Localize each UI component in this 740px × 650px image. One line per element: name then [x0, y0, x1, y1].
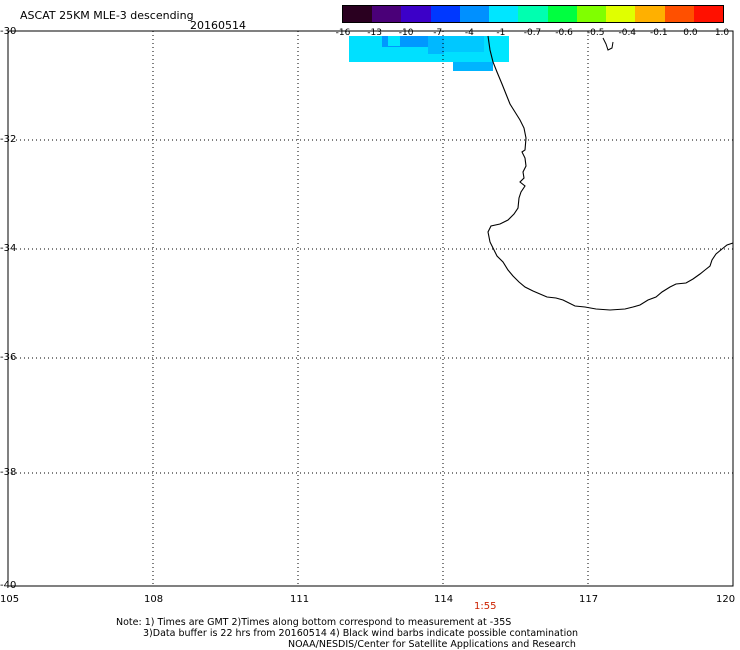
swath-cell	[444, 36, 484, 52]
colorbar-label: -13	[367, 28, 382, 38]
plot-frame	[7, 30, 734, 587]
colorbar-segment	[518, 6, 548, 22]
graticule	[8, 31, 733, 586]
lon-label: 111	[290, 594, 310, 605]
colorbar-segment	[372, 6, 402, 22]
colorbar-segment	[635, 6, 665, 22]
lat-label: -38	[0, 467, 17, 478]
note-line-2: 3)Data buffer is 22 hrs from 20160514 4)…	[143, 628, 579, 639]
lon-label: 114	[434, 594, 454, 605]
colorbar-segment	[430, 6, 460, 22]
colorbar-label: -0.1	[650, 28, 668, 38]
swath-cell	[490, 36, 509, 62]
swath-cell	[388, 36, 400, 46]
note-line-3: NOAA/NESDIS/Center for Satellite Applica…	[288, 639, 576, 650]
lat-label: -30	[0, 26, 17, 37]
coastline-islet	[602, 37, 614, 51]
colorbar-label: -16	[335, 28, 351, 38]
colorbar-label: -4	[464, 28, 474, 38]
colorbar-segment	[547, 6, 577, 22]
colorbar-segment	[606, 6, 636, 22]
colorbar-label: -0.4	[618, 28, 637, 38]
swath-cell	[453, 62, 493, 71]
colorbar-segment	[459, 6, 490, 22]
lon-label: 108	[144, 594, 164, 605]
colorbar-label: -0.5	[586, 28, 605, 38]
swath-cell	[428, 36, 444, 54]
lon-label: 117	[579, 594, 599, 605]
colorbar-label: -1	[496, 28, 506, 38]
colorbar-label: -10	[398, 28, 414, 38]
colorbar-segment	[489, 6, 519, 22]
colorbar-segment	[401, 6, 431, 22]
colorbar-segment	[576, 6, 607, 22]
product-date: 20160514	[190, 19, 246, 32]
coastline	[487, 35, 734, 311]
swath-data	[349, 36, 509, 71]
colorbar-label: 1.0	[714, 28, 730, 38]
lat-label: -34	[0, 243, 17, 254]
lat-label: -36	[0, 352, 17, 363]
colorbar-label: -0.6	[555, 28, 573, 38]
lat-label: -40	[0, 580, 17, 591]
lon-label: 105	[0, 594, 20, 605]
note-line-1: Note: 1) Times are GMT 2)Times along bot…	[116, 617, 512, 628]
colorbar-segment	[664, 6, 694, 22]
swath-cell	[382, 36, 428, 47]
colorbar-segment	[693, 6, 724, 22]
colorbar-label: -7	[433, 28, 443, 38]
colorbar-label: -0.7	[523, 28, 542, 38]
time-marker: 1:55	[474, 601, 497, 612]
lat-label: -32	[0, 134, 17, 145]
lon-label: 120	[716, 594, 736, 605]
product-title: ASCAT 25KM MLE-3 descending	[20, 9, 194, 22]
colorbar-segment	[343, 6, 373, 22]
colorbar	[342, 5, 724, 23]
colorbar-label: 0.0	[683, 28, 698, 38]
